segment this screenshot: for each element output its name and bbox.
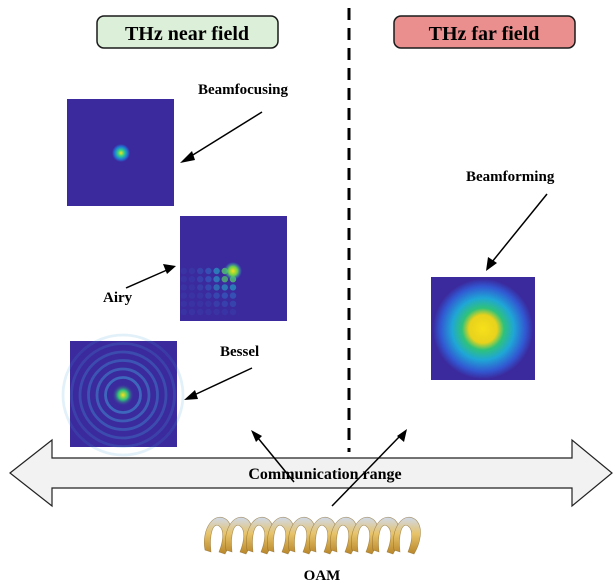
beamforming-arrow	[486, 193, 548, 271]
far-field-header-box	[393, 15, 576, 49]
near-field-header: THz near field	[96, 15, 279, 49]
oam-up-arrows	[251, 429, 407, 507]
near-field-header-box	[96, 15, 279, 49]
beamforming-pattern	[431, 277, 535, 380]
beamfocusing-pattern	[67, 99, 174, 206]
oam-helix-icon	[204, 517, 421, 555]
far-field-header: THz far field	[393, 15, 576, 49]
communication-range-arrow: Communication range	[9, 438, 613, 508]
beamfocusing-arrow	[180, 111, 263, 163]
airy-label: Airy	[103, 290, 133, 306]
communication-range-label: Communication range	[248, 466, 401, 483]
bessel-label: Bessel	[220, 344, 259, 360]
bessel-pattern	[61, 333, 185, 457]
oam-label: OAM	[304, 568, 341, 584]
far-field-title: THz far field	[429, 23, 540, 45]
beamforming-label: Beamforming	[466, 169, 555, 185]
bessel-arrow	[184, 367, 253, 400]
beamfocusing-label: Beamfocusing	[198, 82, 289, 98]
airy-arrow	[125, 264, 176, 289]
airy-pattern	[180, 216, 287, 321]
near-field-title: THz near field	[125, 23, 249, 45]
